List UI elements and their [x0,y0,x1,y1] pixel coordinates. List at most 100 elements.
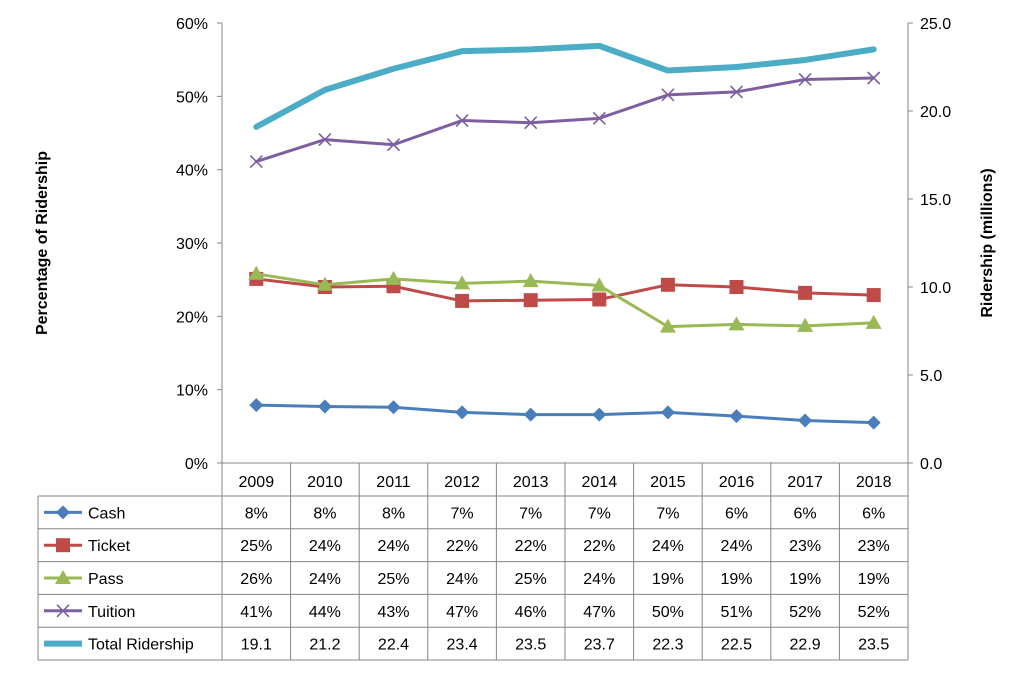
right-tick-label: 5.0 [920,368,942,385]
right-tick-label: 20.0 [920,104,951,121]
table-cell-total-ridership: 23.5 [515,637,546,654]
x-tick-label: 2015 [650,474,686,491]
series-line-total-ridership [253,42,877,130]
x-tick-label: 2012 [444,474,480,491]
marker-stroke [524,116,538,130]
table-cell-tuition: 43% [377,604,409,621]
data-point-pass [522,273,539,288]
data-point-ticket [592,292,607,307]
legend-label-ticket: Ticket [88,538,131,555]
left-tick-label: 0% [185,456,208,473]
data-point-tuition [592,111,606,125]
table-cell-total-ridership: 22.9 [790,637,821,654]
series-line-tuition [254,76,876,164]
table-cell-total-ridership: 22.5 [721,637,752,654]
table-cell-tuition: 47% [583,604,615,621]
series-total-ridership [253,42,877,130]
marker-stroke [729,85,744,99]
legend-label-pass: Pass [88,571,124,588]
marker-stroke [661,88,675,102]
table-cell-ticket: 22% [446,538,478,555]
data-point-tuition [729,85,744,99]
series-line-cash [254,403,876,425]
series-pass [248,265,882,333]
data-point-tuition [318,133,332,147]
table-cell-ticket: 22% [583,538,615,555]
legend-label-tuition: Tuition [88,604,135,621]
table-cell-cash: 6% [862,505,885,522]
right-tick-label: 0.0 [920,456,942,473]
legend-label-total-ridership: Total Ridership [88,637,194,654]
table-cell-pass: 19% [652,571,684,588]
table-cell-total-ridership: 19.1 [241,637,272,654]
table-cell-total-ridership: 22.4 [378,637,409,654]
x-tick-label: 2014 [582,474,618,491]
table-cell-pass: 19% [720,571,752,588]
data-point-cash [798,413,813,428]
table-cell-cash: 8% [382,505,405,522]
data-point-ticket [866,288,881,303]
table-cell-pass: 19% [789,571,821,588]
table-cell-ticket: 24% [309,538,341,555]
table-cell-tuition: 52% [789,604,821,621]
series-cash [249,398,881,430]
data-point-tuition [455,113,469,128]
table-cell-cash: 6% [725,505,748,522]
data-point-pass [385,270,402,285]
table-cell-tuition: 46% [515,604,547,621]
legend-label-cash: Cash [88,505,125,522]
data-point-pass [248,265,265,280]
table-cell-cash: 6% [794,505,817,522]
table-cell-ticket: 24% [377,538,409,555]
series-line-ticket [254,277,876,303]
left-tick-label: 30% [176,236,208,253]
table-cell-tuition: 51% [720,604,752,621]
marker-stroke [867,71,881,85]
x-tick-label: 2017 [787,474,823,491]
right-tick-label: 15.0 [920,192,951,209]
table-cell-cash: 7% [588,505,611,522]
table-cell-total-ridership: 21.2 [309,637,340,654]
data-point-cash [386,400,401,415]
table-cell-tuition: 44% [309,604,341,621]
data-point-ticket [523,293,538,308]
x-tick-label: 2018 [856,474,892,491]
table-cell-tuition: 52% [858,604,890,621]
left-tick-label: 20% [176,309,208,326]
table-cell-pass: 24% [446,571,478,588]
table-cell-pass: 26% [240,571,272,588]
data-point-ticket [455,293,470,308]
table-cell-pass: 19% [858,571,890,588]
table-cell-pass: 24% [309,571,341,588]
x-tick-label: 2013 [513,474,549,491]
series-ticket [249,271,881,308]
x-tick-label: 2009 [239,474,275,491]
series-line-pass [254,272,876,329]
data-point-ticket [798,285,813,300]
data-point-cash [866,415,881,430]
table-cell-ticket: 22% [515,538,547,555]
table-cell-ticket: 23% [789,538,821,555]
data-point-pass [316,276,333,291]
data-point-ticket [729,280,744,294]
legend-marker-tuition [56,604,70,618]
table-cell-pass: 25% [377,571,409,588]
data-point-tuition [798,72,812,87]
left-axis-title: Percentage of Ridership [34,151,51,335]
left-tick-label: 60% [176,16,208,33]
table-cell-total-ridership: 23.4 [447,637,478,654]
data-point-cash [249,398,264,413]
marker-stroke [592,111,606,125]
table-cell-tuition: 47% [446,604,478,621]
table-cell-tuition: 50% [652,604,684,621]
right-tick-label: 25.0 [920,16,951,33]
table-cell-ticket: 25% [240,538,272,555]
data-point-pass [797,317,814,332]
data-point-cash [455,405,470,420]
table-cell-cash: 7% [656,505,679,522]
data-point-cash [729,409,744,424]
data-point-cash [523,407,538,422]
table-cell-pass: 24% [583,571,615,588]
data-point-pass [454,275,471,290]
